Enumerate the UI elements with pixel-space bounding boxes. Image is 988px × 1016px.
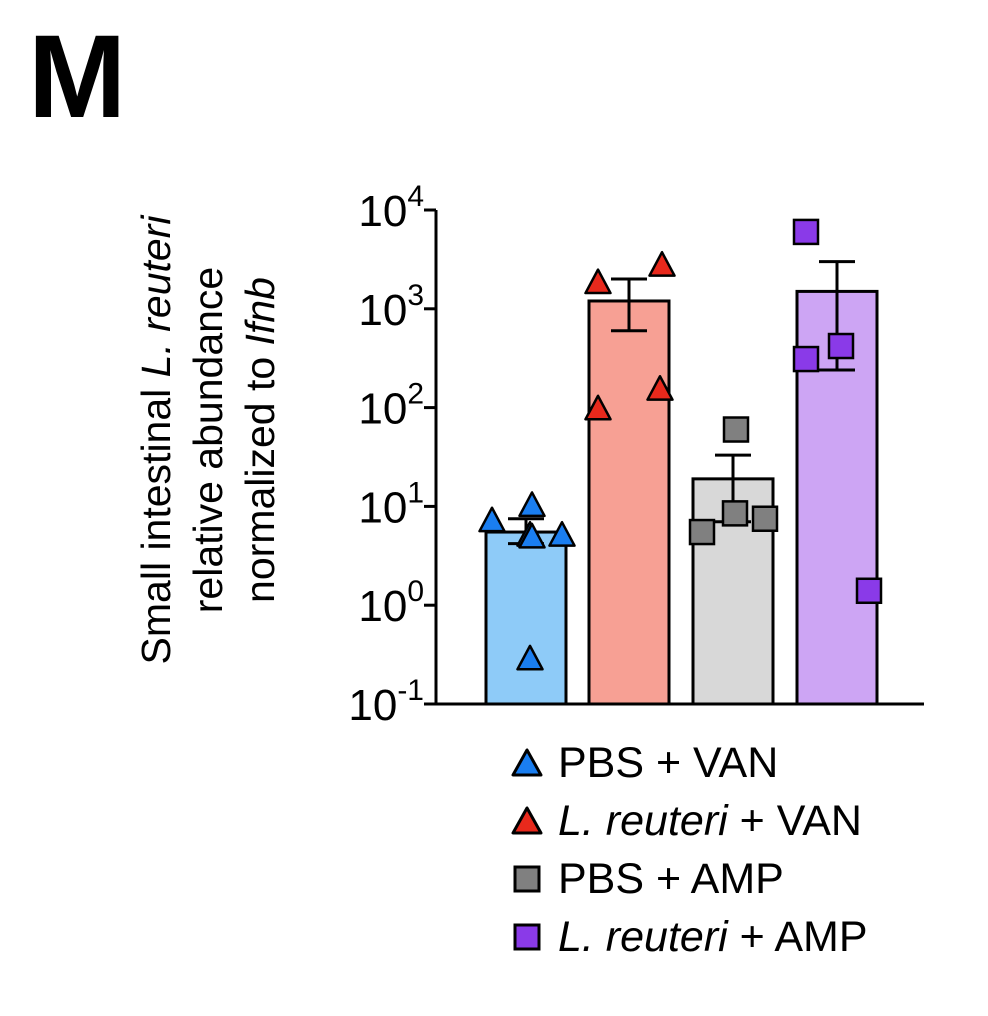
point-1-1 (648, 250, 676, 277)
bar-0 (484, 530, 568, 706)
legend-item-3: L. reuteri + AMP (508, 908, 868, 966)
legend-item-2: PBS + AMP (508, 850, 868, 908)
point-3-0 (792, 218, 820, 246)
triangle-marker-icon (508, 802, 546, 840)
legend-label-italic: L. reuteri (558, 796, 728, 845)
triangle-marker-icon (508, 744, 546, 782)
y-tick-label-0: 10-1 (348, 674, 424, 730)
legend-label: PBS + AMP (558, 854, 784, 903)
legend: PBS + VAN L. reuteri + VAN PBS + AMP L. reu… (508, 734, 868, 966)
point-3-3 (855, 577, 883, 605)
bar-1 (587, 299, 671, 706)
legend-label: + AMP (727, 912, 868, 961)
point-2-0 (688, 518, 716, 546)
point-2-1 (722, 416, 750, 443)
legend-label-italic: L. reuteri (558, 912, 728, 961)
point-0-1 (518, 491, 546, 518)
square-marker-icon (508, 918, 546, 956)
point-0-5 (516, 644, 544, 671)
y-tick-label-2: 101 (358, 476, 424, 532)
y-tick-label-5: 104 (358, 180, 424, 236)
square-marker-icon (508, 860, 546, 898)
y-tick-label-3: 102 (358, 378, 424, 434)
point-2-3 (751, 505, 779, 532)
y-tick-label-1: 100 (358, 575, 424, 631)
panel-letter: M (28, 11, 126, 143)
legend-item-1: L. reuteri + VAN (508, 792, 868, 850)
legend-label: + VAN (727, 796, 862, 845)
point-0-4 (548, 520, 576, 547)
point-3-1 (827, 332, 855, 360)
point-1-3 (646, 375, 674, 401)
point-0-3 (518, 522, 546, 549)
point-1-2 (584, 394, 612, 421)
legend-label: PBS + VAN (558, 738, 779, 787)
point-0-0 (478, 506, 506, 533)
point-1-0 (584, 268, 612, 295)
legend-item-0: PBS + VAN (508, 734, 868, 792)
point-3-2 (792, 345, 820, 373)
y-tick-label-4: 103 (358, 279, 424, 335)
point-2-2 (721, 500, 749, 527)
